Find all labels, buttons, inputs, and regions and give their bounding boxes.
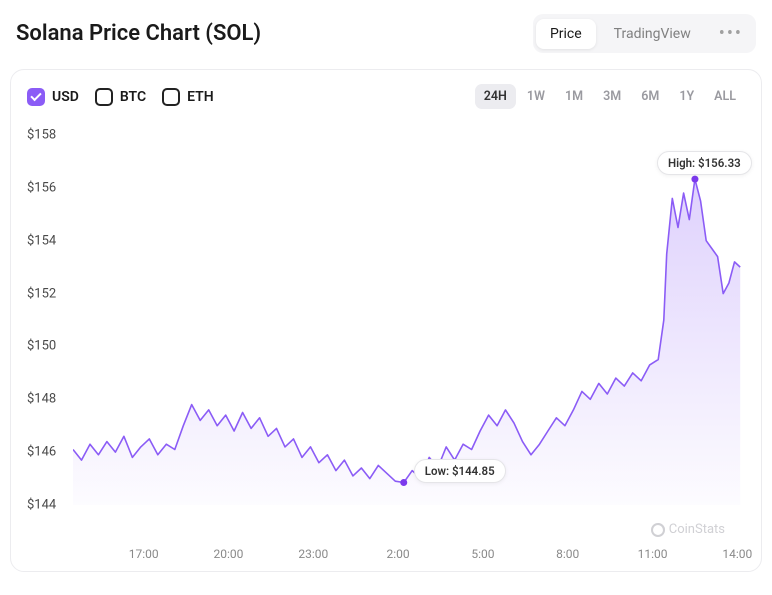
- range-1y[interactable]: 1Y: [670, 84, 703, 109]
- x-axis-label: 5:00: [471, 547, 494, 561]
- x-axis-label: 20:00: [214, 547, 244, 561]
- coinstats-icon: [651, 523, 665, 537]
- tab-price[interactable]: Price: [536, 19, 596, 49]
- x-axis-label: 2:00: [387, 547, 410, 561]
- x-axis-label: 17:00: [129, 547, 159, 561]
- checkbox-label: ETH: [187, 89, 214, 105]
- page-title: Solana Price Chart (SOL): [16, 21, 261, 46]
- currency-selector: USD BTC ETH: [27, 88, 214, 106]
- x-axis-label: 23:00: [298, 547, 328, 561]
- range-1w[interactable]: 1W: [518, 84, 554, 109]
- x-axis-label: 8:00: [556, 547, 579, 561]
- price-line-chart: [73, 123, 743, 533]
- range-24h[interactable]: 24H: [475, 84, 516, 109]
- more-button[interactable]: •••: [709, 17, 753, 50]
- y-axis-label: $154: [27, 233, 56, 248]
- checkbox-icon: [95, 88, 113, 106]
- chart-area: CoinStats $158 $156 $154 $152 $150 $148 $146 $1…: [23, 123, 749, 563]
- view-toggle: Price TradingView •••: [533, 14, 756, 53]
- y-axis-label: $158: [27, 128, 56, 143]
- checkbox-label: USD: [52, 89, 79, 105]
- chart-card: USD BTC ETH 24H1W1M3M6M1YALL CoinStats $15…: [10, 69, 762, 572]
- range-3m[interactable]: 3M: [594, 84, 630, 109]
- x-axis-label: 14:00: [722, 547, 752, 561]
- checkbox-label: BTC: [120, 89, 146, 105]
- y-axis-label: $156: [27, 180, 56, 195]
- high-tooltip: High: $156.33: [657, 151, 752, 175]
- y-axis-label: $144: [27, 498, 56, 513]
- currency-checkbox-btc[interactable]: BTC: [95, 88, 146, 106]
- range-all[interactable]: ALL: [705, 84, 745, 109]
- y-axis-label: $146: [27, 445, 56, 460]
- range-6m[interactable]: 6M: [632, 84, 668, 109]
- checkbox-icon: [162, 88, 180, 106]
- y-axis-label: $148: [27, 392, 56, 407]
- watermark: CoinStats: [651, 522, 725, 537]
- range-1m[interactable]: 1M: [556, 84, 592, 109]
- currency-checkbox-eth[interactable]: ETH: [162, 88, 214, 106]
- range-selector: 24H1W1M3M6M1YALL: [475, 84, 745, 109]
- tab-tradingview[interactable]: TradingView: [600, 19, 705, 49]
- low-tooltip: Low: $144.85: [414, 459, 506, 483]
- y-axis-label: $150: [27, 339, 56, 354]
- checkbox-icon: [27, 88, 45, 106]
- currency-checkbox-usd[interactable]: USD: [27, 88, 79, 106]
- x-axis-label: 11:00: [638, 547, 668, 561]
- y-axis-label: $152: [27, 286, 56, 301]
